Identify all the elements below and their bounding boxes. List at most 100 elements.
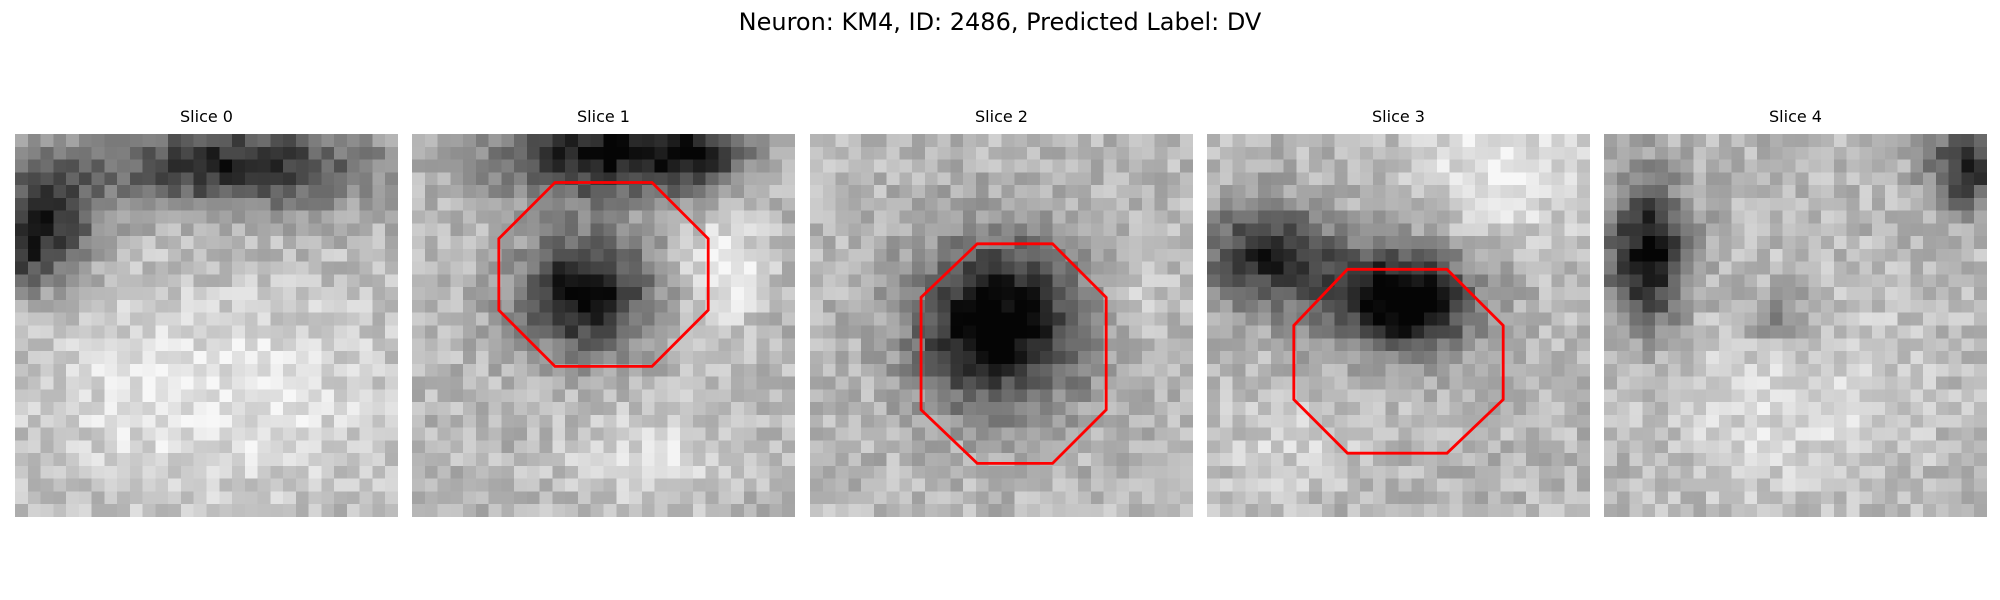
image-pixel bbox=[488, 197, 502, 211]
image-pixel bbox=[975, 274, 989, 288]
image-pixel bbox=[1974, 261, 1987, 275]
image-pixel bbox=[1769, 389, 1783, 403]
image-pixel bbox=[257, 376, 271, 390]
image-pixel bbox=[1538, 427, 1552, 441]
image-pixel bbox=[1487, 351, 1501, 365]
image-pixel bbox=[412, 223, 426, 237]
image-pixel bbox=[756, 185, 770, 199]
image-pixel bbox=[475, 338, 489, 352]
image-pixel bbox=[1090, 402, 1104, 416]
image-pixel bbox=[899, 172, 913, 186]
image-pixel bbox=[91, 134, 105, 148]
image-pixel bbox=[1757, 299, 1771, 313]
image-pixel bbox=[848, 427, 862, 441]
image-pixel bbox=[1090, 491, 1104, 505]
image-pixel bbox=[1897, 338, 1911, 352]
image-pixel bbox=[334, 197, 348, 211]
image-pixel bbox=[219, 465, 233, 479]
image-pixel bbox=[412, 299, 426, 313]
image-pixel bbox=[117, 440, 131, 454]
image-pixel bbox=[924, 248, 938, 262]
image-pixel bbox=[654, 274, 668, 288]
image-pixel bbox=[667, 223, 681, 237]
image-pixel bbox=[270, 172, 284, 186]
image-pixel bbox=[193, 312, 207, 326]
image-pixel bbox=[1258, 248, 1272, 262]
image-pixel bbox=[1821, 197, 1835, 211]
image-pixel bbox=[1833, 236, 1847, 250]
image-pixel bbox=[769, 146, 783, 160]
image-pixel bbox=[1577, 185, 1590, 199]
image-pixel bbox=[1154, 491, 1168, 505]
image-pixel bbox=[1872, 312, 1886, 326]
image-pixel bbox=[308, 236, 322, 250]
image-pixel bbox=[1604, 376, 1618, 390]
image-pixel bbox=[129, 223, 143, 237]
image-pixel bbox=[552, 402, 566, 416]
image-pixel bbox=[104, 491, 118, 505]
image-pixel bbox=[1078, 414, 1092, 428]
image-pixel bbox=[1629, 389, 1643, 403]
image-pixel bbox=[1744, 274, 1758, 288]
image-pixel bbox=[1910, 440, 1924, 454]
image-pixel bbox=[1487, 376, 1501, 390]
image-pixel bbox=[257, 363, 271, 377]
image-pixel bbox=[1309, 491, 1323, 505]
image-pixel bbox=[577, 312, 591, 326]
image-pixel bbox=[372, 223, 386, 237]
image-pixel bbox=[641, 210, 655, 224]
image-pixel bbox=[912, 389, 926, 403]
image-pixel bbox=[810, 248, 824, 262]
image-pixel bbox=[501, 376, 515, 390]
image-pixel bbox=[1372, 146, 1386, 160]
image-pixel bbox=[283, 389, 297, 403]
image-pixel bbox=[782, 363, 795, 377]
image-pixel bbox=[1604, 274, 1618, 288]
image-pixel bbox=[861, 351, 875, 365]
image-pixel bbox=[899, 453, 913, 467]
image-pixel bbox=[1129, 261, 1143, 275]
image-pixel bbox=[912, 414, 926, 428]
image-pixel bbox=[1090, 261, 1104, 275]
image-pixel bbox=[641, 223, 655, 237]
image-pixel bbox=[1616, 504, 1630, 517]
image-pixel bbox=[1347, 325, 1361, 339]
image-pixel bbox=[565, 159, 579, 173]
image-pixel bbox=[1795, 389, 1809, 403]
image-pixel bbox=[1360, 504, 1374, 517]
image-pixel bbox=[552, 236, 566, 250]
image-pixel bbox=[129, 287, 143, 301]
image-pixel bbox=[1027, 338, 1041, 352]
image-pixel bbox=[912, 351, 926, 365]
image-pixel bbox=[835, 223, 849, 237]
image-pixel bbox=[514, 261, 528, 275]
image-pixel bbox=[1706, 325, 1720, 339]
image-pixel bbox=[283, 363, 297, 377]
image-pixel bbox=[963, 287, 977, 301]
image-pixel bbox=[1693, 312, 1707, 326]
image-pixel bbox=[450, 376, 464, 390]
image-pixel bbox=[590, 312, 604, 326]
image-pixel bbox=[743, 325, 757, 339]
image-pixel bbox=[539, 134, 553, 148]
image-pixel bbox=[810, 172, 824, 186]
image-pixel bbox=[1821, 223, 1835, 237]
image-pixel bbox=[1616, 146, 1630, 160]
image-pixel bbox=[1424, 299, 1438, 313]
image-pixel bbox=[1884, 210, 1898, 224]
image-pixel bbox=[424, 402, 438, 416]
image-pixel bbox=[975, 159, 989, 173]
image-pixel bbox=[1655, 414, 1669, 428]
image-pixel bbox=[1372, 134, 1386, 148]
image-pixel bbox=[1538, 504, 1552, 517]
image-pixel bbox=[475, 351, 489, 365]
image-pixel bbox=[1923, 172, 1937, 186]
image-pixel bbox=[1961, 172, 1975, 186]
image-pixel bbox=[782, 299, 795, 313]
image-pixel bbox=[1821, 325, 1835, 339]
image-pixel bbox=[1577, 197, 1590, 211]
image-pixel bbox=[1769, 134, 1783, 148]
slice-image-0 bbox=[15, 134, 398, 517]
image-pixel bbox=[886, 172, 900, 186]
image-pixel bbox=[1449, 453, 1463, 467]
